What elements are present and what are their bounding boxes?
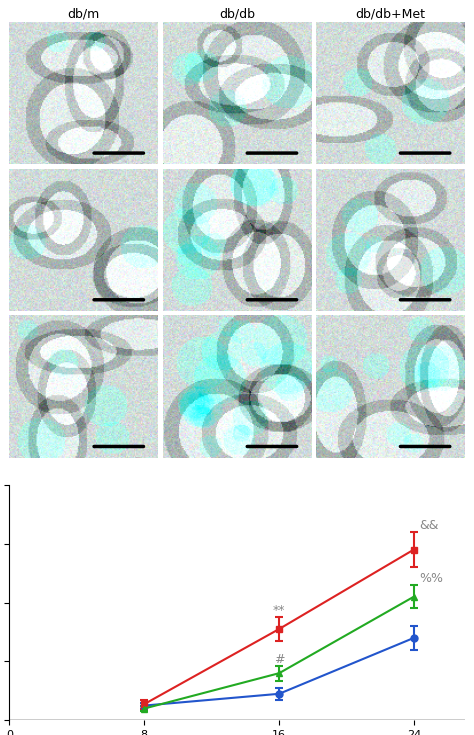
Text: %%: %% [419, 572, 443, 585]
Text: &&: && [419, 519, 438, 532]
Text: #: # [274, 653, 284, 666]
Title: db/db: db/db [219, 8, 255, 21]
Title: db/m: db/m [68, 8, 100, 21]
Text: **: ** [273, 604, 285, 617]
Title: db/db+Met: db/db+Met [355, 8, 425, 21]
